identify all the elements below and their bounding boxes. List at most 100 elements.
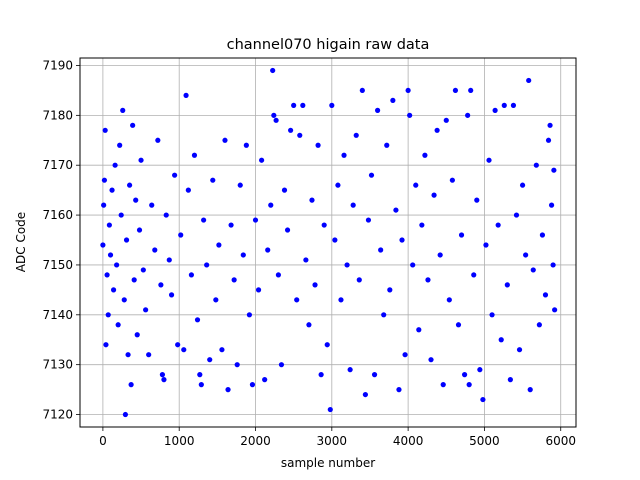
data-point bbox=[102, 127, 108, 133]
data-point bbox=[133, 197, 139, 203]
axis-ticks: 0 1000 2000 3000 4000 5000 6000 7120 7130 7140 715… bbox=[42, 58, 576, 448]
data-point bbox=[271, 112, 277, 118]
data-point bbox=[519, 182, 526, 188]
x-axis-label: sample number bbox=[281, 456, 375, 470]
data-point bbox=[185, 187, 191, 193]
data-point bbox=[155, 137, 161, 143]
data-point bbox=[384, 142, 390, 148]
data-point bbox=[396, 387, 402, 393]
data-point bbox=[297, 132, 303, 138]
data-point bbox=[539, 232, 546, 238]
x-tick-label: 2000 bbox=[240, 434, 271, 448]
data-point bbox=[204, 262, 210, 268]
data-point bbox=[134, 332, 140, 338]
data-point bbox=[552, 307, 558, 313]
data-point bbox=[149, 202, 155, 208]
data-point bbox=[228, 222, 234, 228]
data-point bbox=[399, 237, 405, 243]
data-point bbox=[131, 277, 137, 283]
data-point bbox=[362, 391, 368, 398]
y-tick-label: 7140 bbox=[42, 308, 73, 322]
x-tick-label: 5000 bbox=[469, 434, 500, 448]
data-point bbox=[368, 172, 375, 178]
data-point bbox=[183, 92, 189, 98]
data-point bbox=[312, 282, 318, 288]
data-point bbox=[443, 117, 449, 123]
data-point bbox=[123, 237, 130, 243]
data-point bbox=[265, 247, 271, 253]
data-point bbox=[252, 217, 259, 223]
data-point bbox=[110, 287, 117, 293]
data-point bbox=[461, 372, 468, 378]
data-point bbox=[550, 262, 556, 268]
data-point bbox=[130, 122, 136, 128]
x-tick-label: 0 bbox=[99, 434, 107, 448]
data-point bbox=[234, 362, 240, 368]
data-point bbox=[231, 277, 237, 283]
data-point bbox=[365, 217, 372, 223]
data-point bbox=[425, 277, 431, 283]
data-point bbox=[115, 322, 121, 328]
data-point bbox=[507, 377, 513, 383]
data-point bbox=[136, 227, 143, 233]
data-point bbox=[278, 362, 285, 368]
data-point bbox=[284, 227, 291, 233]
data-point bbox=[188, 272, 195, 278]
data-points bbox=[100, 67, 558, 418]
data-point bbox=[246, 312, 253, 318]
data-point bbox=[455, 322, 462, 328]
data-point bbox=[288, 127, 294, 133]
data-point bbox=[495, 222, 501, 228]
data-point bbox=[466, 382, 472, 388]
plot-frame bbox=[79, 57, 577, 428]
data-point bbox=[458, 232, 465, 238]
data-point bbox=[138, 157, 144, 163]
data-point bbox=[434, 127, 440, 133]
y-tick-label: 7170 bbox=[42, 158, 73, 172]
data-point bbox=[159, 372, 166, 378]
y-axis-label: ADC Code bbox=[14, 212, 28, 272]
chart-title: channel070 higain raw data bbox=[227, 37, 430, 53]
data-point bbox=[428, 357, 434, 363]
data-point bbox=[526, 77, 532, 84]
data-point bbox=[243, 142, 249, 148]
data-point bbox=[101, 177, 108, 183]
data-point bbox=[545, 137, 552, 143]
data-point bbox=[117, 142, 123, 148]
data-point bbox=[504, 282, 510, 288]
data-point bbox=[407, 112, 413, 118]
x-tick-label: 4000 bbox=[393, 434, 424, 448]
data-point bbox=[175, 342, 181, 348]
data-point bbox=[112, 162, 118, 168]
data-point bbox=[240, 252, 246, 258]
data-point bbox=[275, 272, 281, 278]
data-point bbox=[225, 387, 231, 393]
data-point bbox=[542, 292, 549, 298]
data-point bbox=[194, 317, 201, 323]
data-point bbox=[489, 312, 495, 318]
data-point bbox=[533, 162, 539, 168]
data-point bbox=[419, 222, 425, 228]
data-point bbox=[255, 287, 262, 293]
x-tick-label: 6000 bbox=[545, 434, 576, 448]
y-tick-label: 7160 bbox=[42, 208, 73, 222]
data-point bbox=[413, 182, 419, 188]
data-point bbox=[120, 107, 126, 113]
data-point bbox=[431, 192, 437, 198]
data-point bbox=[178, 232, 184, 238]
data-point bbox=[166, 257, 172, 263]
data-point bbox=[237, 182, 243, 188]
data-point bbox=[492, 107, 498, 113]
data-point bbox=[213, 297, 219, 303]
y-tick-label: 7180 bbox=[42, 108, 73, 122]
data-point bbox=[344, 262, 350, 268]
data-point bbox=[158, 282, 164, 288]
data-point bbox=[101, 202, 107, 208]
data-point bbox=[104, 272, 110, 278]
data-point bbox=[163, 212, 169, 218]
data-point bbox=[300, 102, 306, 108]
y-tick-label: 7120 bbox=[42, 408, 73, 422]
data-point bbox=[523, 252, 529, 258]
data-point bbox=[191, 152, 198, 158]
